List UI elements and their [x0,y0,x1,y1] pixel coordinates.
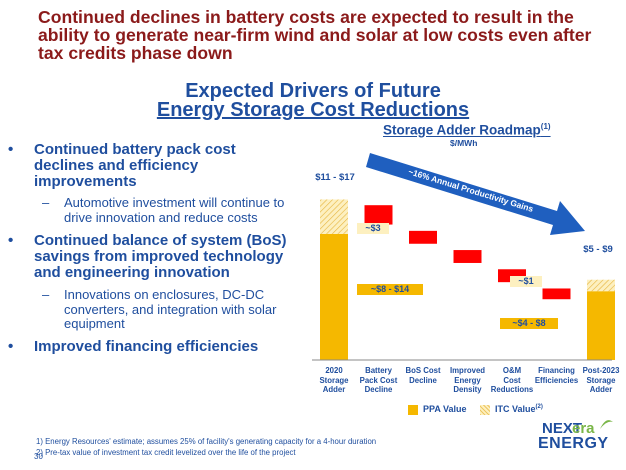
subtitle-line2: Energy Storage Cost Reductions [156,99,470,121]
start-ppa-callout: ~$8 - $14 [357,284,423,295]
sub-bullet-text: Automotive investment will continue to d… [64,195,285,225]
bars-layer [320,199,615,360]
sub-bullet-text: Innovations on enclosures, DC-DC convert… [64,287,277,331]
decline-bar-5 [542,288,571,300]
sub-bullet-1: – Automotive investment will continue to… [38,195,303,226]
end-ppa-bar [587,291,615,360]
bullet-text: Continued balance of system (BoS) saving… [34,232,287,281]
start-itc-callout: ~$3 [357,223,389,234]
x-label-line: Post-2023 [582,366,620,375]
x-label-line: Decline [364,385,393,394]
chart-unit: $/MWh [450,138,478,148]
subtitle-line1: Expected Drivers of Future [185,80,441,102]
decline-bar-1 [364,205,393,225]
x-label-line: 2020 [325,366,343,375]
bullet-1: • Continued battery pack cost declines a… [8,142,288,192]
start-total-label: $11 - $17 [315,172,355,183]
x-label-line: Decline [409,375,437,385]
productivity-arrow: ~16% Annual Productivity Gains [366,153,585,235]
x-label-4: Improved Energy Density [444,366,492,395]
x-label-line: Adder [322,385,346,394]
legend-itc-footnote: (2) [535,404,543,410]
sub-bullet-2: – Innovations on enclosures, DC-DC conve… [38,287,303,332]
legend-itc-swatch [480,405,490,415]
bullet-text: Improved financing efficiencies [34,338,259,355]
x-label-line: Density [453,385,482,394]
x-label-3: BoS Cost Decline [399,366,447,385]
end-itc-callout: ~$1 [510,276,542,287]
x-label-line: BoS Cost [405,366,441,375]
x-label-line: Financing [538,366,575,375]
productivity-arrow-shape [366,153,585,235]
start-ppa-bar [320,233,348,360]
logo-next: NEXT [542,420,583,437]
legend-ppa-label: PPA Value [423,404,467,414]
page-number: 30 [34,452,43,461]
logo-swoosh-icon [600,420,613,429]
chart-title-text: Storage Adder Roadmap [383,122,541,138]
x-label-line: Cost [503,375,521,385]
end-itc-bar [587,279,615,292]
chart-title-footnote: (1) [540,122,551,131]
x-label-line: Improved [449,366,486,375]
logo-era: era [572,420,595,437]
x-label-line: Storage [319,375,349,385]
footnote-1: 1) Energy Resources' estimate; assumes 2… [36,437,377,446]
x-label-line: Pack Cost [359,375,398,385]
headline: Continued declines in battery costs are … [38,7,592,63]
legend-ppa-swatch [408,405,418,415]
x-label-line: O&M [502,366,522,375]
end-total-label: $5 - $9 [583,244,613,255]
start-itc-bar [320,199,348,234]
x-label-2: Battery Pack Cost Decline [355,366,403,395]
x-label-5: O&M Cost Reductions [488,366,536,395]
bullet-text: Continued battery pack cost declines and… [34,141,236,190]
bullet-marker: • [8,338,14,355]
legend-itc-text: ITC Value [495,404,536,414]
x-label-line: Battery [365,366,392,375]
x-label-1: 2020 Storage Adder [310,366,358,395]
end-ppa-callout: ~$4 - $8 [500,318,558,329]
x-label-line: Energy [454,375,481,385]
x-label-line: Reductions [490,385,534,394]
arrow-label: ~16% Annual Productivity Gains [407,166,535,214]
sub-bullet-marker: – [42,195,50,210]
sub-bullet-marker: – [42,287,50,302]
bullet-marker: • [8,141,14,158]
bullet-3: • Improved financing efficiencies [8,339,288,357]
nextera-energy-logo: NEXT era ENERGY [534,418,614,462]
x-label-7: Post-2023 Storage Adder [577,366,625,395]
chart-title: Storage Adder Roadmap(1) [383,122,551,138]
x-label-line: Adder [589,385,613,394]
footnote-2: 2) Pre-tax value of investment tax credi… [36,448,296,457]
legend-itc-label: ITC Value(2) [495,404,543,414]
decline-bar-2 [409,230,437,244]
x-label-line: Storage [586,375,616,385]
decline-bar-3 [453,250,482,263]
bullet-marker: • [8,232,14,249]
logo-energy: ENERGY [538,435,609,452]
x-label-6: Financing Efficiencies [533,366,581,385]
bullet-2: • Continued balance of system (BoS) savi… [8,233,288,283]
x-label-line: Efficiencies [534,375,579,385]
